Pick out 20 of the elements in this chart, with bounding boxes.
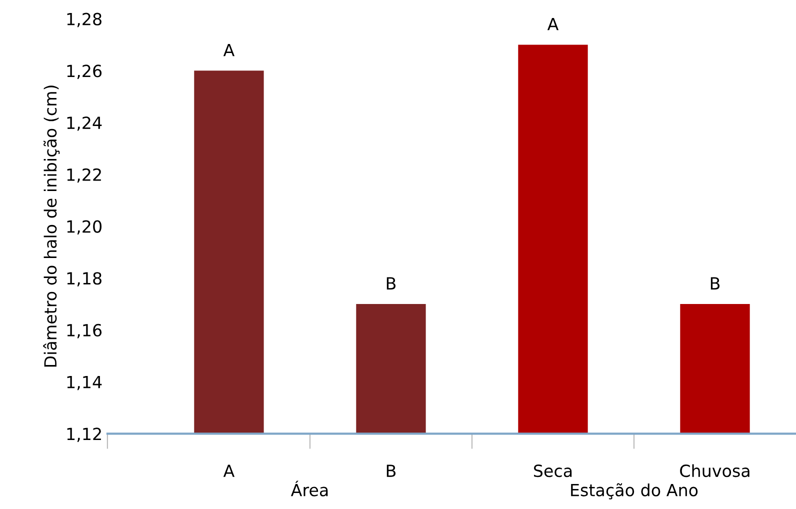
y-tick-label: 1,20 (67, 220, 102, 235)
annotation: B (710, 277, 720, 290)
text: Área (290, 480, 328, 496)
y-tick-label: 1,12 (67, 428, 101, 442)
annotation: A (547, 18, 559, 30)
x-tick-label: A (223, 464, 235, 477)
annotation: A (223, 44, 235, 56)
y-tick-label: 1,18 (67, 272, 102, 286)
y-tick-label: 1,14 (67, 376, 102, 390)
y-tick-label: 1,28 (67, 12, 102, 28)
x-tick-label: B (386, 464, 396, 477)
text: Estação do Ano (571, 483, 698, 500)
x-tick-label: Seca (534, 464, 572, 478)
x-tick-label: Chuvosa (680, 464, 750, 478)
annotation: B (386, 277, 396, 290)
y-axis-title: Diâmetro do halo de inibição (cm) (43, 86, 60, 367)
y-tick-label: 1,22 (67, 168, 101, 183)
y-tick-label: 1,24 (67, 116, 102, 131)
y-tick-label: 1,16 (67, 324, 102, 338)
y-tick-label: 1,26 (67, 64, 102, 79)
